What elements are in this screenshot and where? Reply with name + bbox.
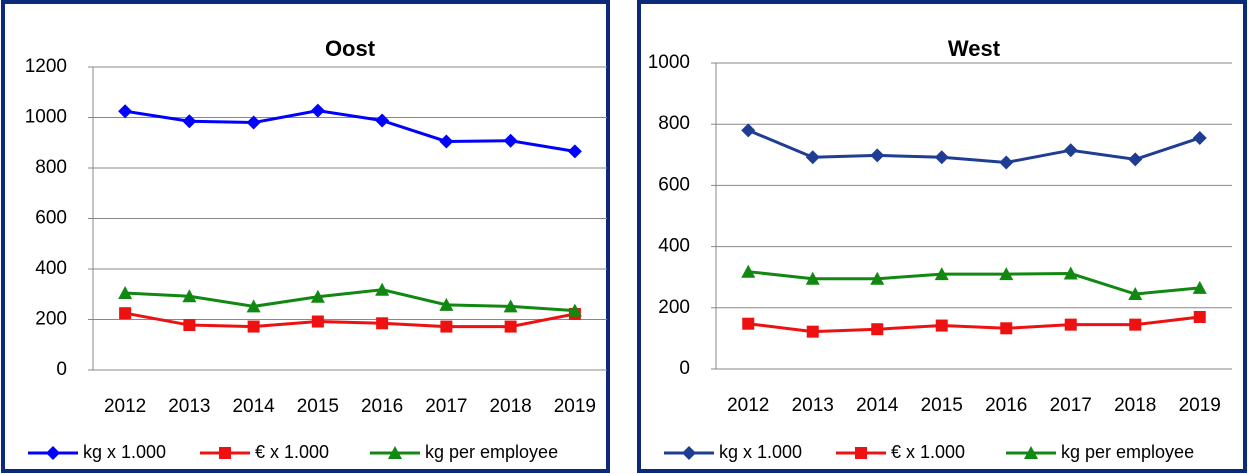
y-tick-label: 0: [56, 359, 67, 380]
marker: [246, 115, 261, 130]
y-tick-label: 1000: [25, 107, 67, 128]
marker: [806, 325, 819, 338]
x-tick-label: 2015: [921, 395, 963, 416]
marker: [439, 134, 454, 149]
legend-text: kg per employee: [1061, 442, 1194, 462]
marker: [567, 144, 582, 159]
marker: [1000, 322, 1013, 335]
marker: [182, 289, 197, 303]
line: [747, 128, 1201, 164]
x-tick-label: 2016: [985, 395, 1027, 416]
marker: [871, 323, 884, 336]
marker: [440, 320, 453, 333]
y-tick-label: 1000: [648, 52, 690, 73]
marker: [805, 271, 820, 285]
marker: [247, 320, 260, 333]
marker: [388, 446, 402, 459]
line: [125, 288, 575, 313]
chart-title: West: [948, 36, 1001, 61]
marker: [46, 446, 60, 460]
panel-border: [637, 0, 1247, 473]
marker: [935, 319, 948, 332]
chart-title: Oost: [325, 36, 376, 61]
marker: [870, 148, 885, 163]
legend-text: kg x 1.000: [719, 442, 802, 462]
legend-text: kg x 1.000: [83, 442, 166, 462]
legend-text: € x 1.000: [255, 442, 329, 462]
x-tick-label: 2012: [727, 395, 769, 416]
marker: [310, 289, 325, 303]
y-tick-label: 1200: [25, 56, 67, 77]
y-tick-label: 800: [658, 113, 690, 134]
x-tick-label: 2018: [1114, 395, 1156, 416]
x-tick-label: 2019: [1179, 395, 1221, 416]
marker: [742, 317, 755, 330]
marker: [376, 317, 389, 330]
y-tick-label: 200: [658, 297, 690, 318]
x-tick-label: 2014: [856, 395, 899, 416]
marker: [1192, 280, 1207, 294]
marker: [118, 104, 133, 119]
marker: [567, 303, 582, 317]
marker: [934, 267, 949, 281]
y-tick-label: 600: [658, 174, 690, 195]
line: [748, 270, 1200, 296]
marker: [246, 299, 261, 313]
line: [124, 109, 576, 153]
marker: [805, 150, 820, 165]
marker: [504, 320, 517, 333]
panel-border: [1, 0, 610, 473]
marker: [1063, 143, 1078, 158]
x-tick-label: 2017: [425, 396, 467, 417]
marker: [375, 113, 390, 128]
marker: [311, 315, 324, 328]
marker: [1192, 130, 1207, 145]
marker: [119, 307, 132, 320]
marker: [855, 447, 867, 459]
marker: [1063, 266, 1078, 280]
marker: [934, 150, 949, 165]
x-tick-label: 2012: [104, 396, 146, 417]
marker: [1064, 318, 1077, 331]
y-tick-label: 200: [35, 309, 67, 330]
marker: [310, 103, 325, 118]
x-tick-label: 2018: [489, 396, 531, 417]
marker: [183, 319, 196, 332]
marker: [1128, 287, 1143, 301]
marker: [182, 114, 197, 129]
marker: [503, 133, 518, 148]
y-tick-label: 400: [35, 258, 67, 279]
marker: [1128, 152, 1143, 167]
marker: [682, 446, 696, 460]
marker: [219, 447, 231, 459]
x-tick-label: 2013: [168, 396, 210, 417]
marker: [1129, 318, 1142, 331]
marker: [503, 299, 518, 313]
x-tick-label: 2016: [361, 396, 403, 417]
marker: [118, 285, 133, 299]
marker: [741, 123, 756, 138]
marker: [999, 155, 1014, 170]
x-tick-label: 2015: [297, 396, 339, 417]
legend-text: € x 1.000: [891, 442, 965, 462]
x-tick-label: 2019: [554, 396, 596, 417]
x-tick-label: 2013: [792, 395, 834, 416]
marker: [375, 282, 390, 296]
y-tick-label: 600: [35, 208, 67, 229]
x-tick-label: 2017: [1050, 395, 1092, 416]
line: [748, 315, 1200, 334]
line: [124, 311, 576, 329]
y-tick-label: 800: [35, 157, 67, 178]
x-tick-label: 2014: [232, 396, 275, 417]
marker: [999, 267, 1014, 281]
legend-text: kg per employee: [425, 442, 558, 462]
marker: [1024, 446, 1038, 459]
marker: [439, 297, 454, 311]
y-tick-label: 0: [679, 358, 690, 379]
marker: [1193, 310, 1206, 323]
y-tick-label: 400: [658, 236, 690, 257]
marker: [741, 264, 756, 278]
marker: [870, 271, 885, 285]
